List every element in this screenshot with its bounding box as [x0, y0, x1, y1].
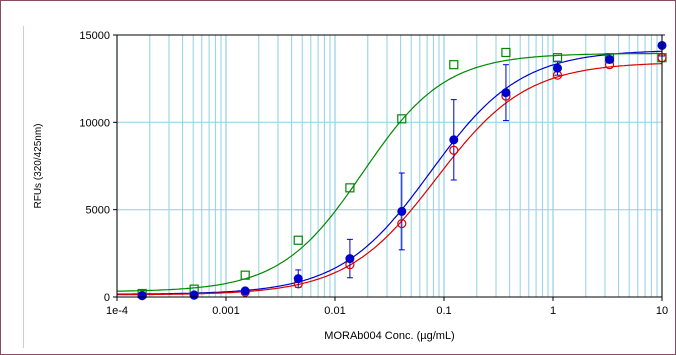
- x-tick-label: 0.01: [324, 305, 345, 317]
- data-point-filled-circle: [449, 135, 459, 145]
- y-tick-label: 10000: [79, 117, 110, 129]
- x-tick-label: 0.001: [212, 305, 240, 317]
- data-point-square: [397, 114, 407, 124]
- data-point-filled-circle: [189, 290, 199, 300]
- data-point-square: [345, 183, 355, 193]
- data-point-filled-circle: [293, 274, 303, 284]
- y-tick-label: 5000: [86, 205, 110, 217]
- data-point-filled-circle: [345, 254, 355, 264]
- data-point-square: [552, 53, 563, 63]
- x-tick-label: 1: [550, 305, 556, 317]
- plot-area: [116, 34, 663, 298]
- grid: [116, 34, 663, 298]
- axes: 1e-4 0.001 0.01 0.1 1 10 0 5000 10000 15000: [79, 30, 668, 317]
- data-point-filled-circle: [501, 88, 511, 98]
- y-axis-label: RFUs (320/425nm): [33, 123, 44, 208]
- fit-curves: [116, 50, 663, 296]
- fit-curve: [117, 63, 663, 296]
- data-point-filled-circle: [137, 291, 147, 301]
- panel-divider: [23, 26, 24, 348]
- x-tick-label: 10: [656, 305, 668, 317]
- y-tick-label: 15000: [79, 30, 110, 42]
- data-point-filled-circle: [605, 54, 615, 64]
- data-point-square: [293, 235, 303, 245]
- x-axis-label: MORAb004 Conc. (µg/mL): [324, 330, 454, 342]
- data-points: [137, 40, 667, 301]
- error-bars: [242, 34, 665, 294]
- data-point-open-circle: [449, 145, 459, 155]
- data-point-filled-circle: [553, 63, 563, 73]
- data-point-square: [240, 270, 250, 280]
- data-point-open-circle: [397, 219, 407, 229]
- x-tick-label: 0.1: [436, 305, 451, 317]
- fit-curve: [117, 50, 662, 295]
- data-point-square: [449, 60, 459, 70]
- fit-curve: [116, 52, 662, 292]
- data-point-square: [501, 47, 511, 58]
- data-point-filled-circle: [240, 286, 250, 296]
- x-tick-label: 1e-4: [106, 305, 128, 317]
- y-tick-label: 0: [104, 292, 110, 304]
- data-point-filled-circle: [397, 206, 407, 216]
